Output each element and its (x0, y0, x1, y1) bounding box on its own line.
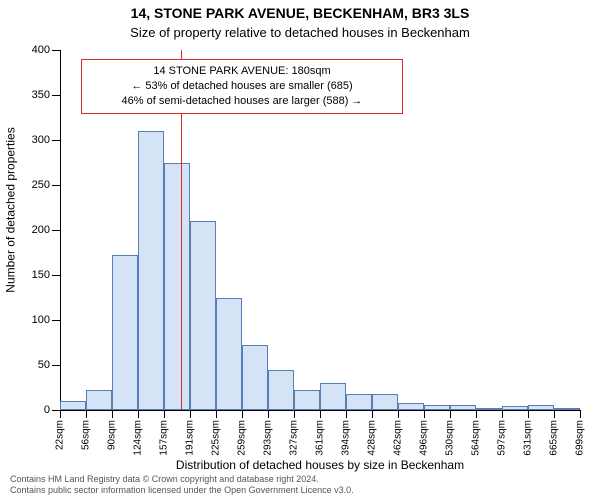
histogram-bar (320, 383, 346, 410)
y-tick (52, 275, 60, 276)
x-tick (580, 410, 581, 418)
histogram-bar (450, 405, 476, 410)
x-tick (138, 410, 139, 418)
histogram-bar (86, 390, 112, 410)
histogram-bar (138, 131, 164, 410)
x-tick-label: 394sqm (341, 420, 352, 456)
histogram-bar (294, 390, 320, 410)
x-tick (320, 410, 321, 418)
x-tick (294, 410, 295, 418)
x-tick-label: 259sqm (237, 420, 248, 456)
x-tick-label: 22sqm (55, 420, 66, 450)
chart-title-line1: 14, STONE PARK AVENUE, BECKENHAM, BR3 3L… (0, 5, 600, 21)
chart-title-line2: Size of property relative to detached ho… (0, 25, 600, 40)
annotation-line: 46% of semi-detached houses are larger (… (90, 94, 394, 109)
histogram-bar (346, 394, 372, 410)
x-tick-label: 157sqm (159, 420, 170, 456)
histogram-bar (216, 298, 242, 411)
histogram-bar (372, 394, 398, 410)
x-tick (60, 410, 61, 418)
annotation-box: 14 STONE PARK AVENUE: 180sqm← 53% of det… (81, 59, 403, 114)
footer-line1: Contains HM Land Registry data © Crown c… (10, 474, 590, 485)
x-tick-label: 564sqm (471, 420, 482, 456)
histogram-bar (502, 406, 528, 411)
x-tick (372, 410, 373, 418)
footer-attribution: Contains HM Land Registry data © Crown c… (10, 474, 590, 496)
y-tick (52, 365, 60, 366)
histogram-bar (112, 255, 138, 410)
histogram-bar (190, 221, 216, 410)
y-tick-label: 350 (32, 89, 50, 101)
x-tick-label: 361sqm (315, 420, 326, 456)
plot-area: 05010015020025030035040022sqm56sqm90sqm1… (60, 50, 580, 410)
y-axis-label: Number of detached properties (4, 0, 18, 420)
histogram-bar (554, 408, 580, 410)
histogram-bar (528, 405, 554, 410)
x-tick-label: 428sqm (367, 420, 378, 456)
x-tick-label: 631sqm (523, 420, 534, 456)
histogram-bar (242, 345, 268, 410)
x-tick (450, 410, 451, 418)
x-tick (502, 410, 503, 418)
x-tick-label: 327sqm (289, 420, 300, 456)
y-tick-label: 400 (32, 44, 50, 56)
y-tick-label: 300 (32, 134, 50, 146)
y-tick (52, 410, 60, 411)
histogram-bar (164, 163, 190, 411)
x-tick (528, 410, 529, 418)
y-tick-label: 0 (44, 404, 50, 416)
x-tick-label: 597sqm (497, 420, 508, 456)
histogram-bar (398, 403, 424, 410)
x-tick-label: 699sqm (575, 420, 586, 456)
y-tick-label: 50 (38, 359, 50, 371)
y-tick (52, 50, 60, 51)
x-tick (476, 410, 477, 418)
x-tick (424, 410, 425, 418)
x-tick (346, 410, 347, 418)
y-tick-label: 200 (32, 224, 50, 236)
annotation-line: ← 53% of detached houses are smaller (68… (90, 79, 394, 94)
y-tick (52, 230, 60, 231)
x-tick-label: 462sqm (393, 420, 404, 456)
footer-line2: Contains public sector information licen… (10, 485, 590, 496)
x-tick-label: 293sqm (263, 420, 274, 456)
y-tick (52, 95, 60, 96)
x-tick-label: 530sqm (445, 420, 456, 456)
x-tick-label: 90sqm (107, 420, 118, 450)
histogram-bar (268, 370, 294, 411)
x-tick (268, 410, 269, 418)
y-tick-label: 250 (32, 179, 50, 191)
x-tick (554, 410, 555, 418)
x-tick (242, 410, 243, 418)
y-tick (52, 140, 60, 141)
y-tick-label: 100 (32, 314, 50, 326)
x-tick-label: 665sqm (549, 420, 560, 456)
x-tick (164, 410, 165, 418)
x-tick (86, 410, 87, 418)
x-tick (398, 410, 399, 418)
histogram-bar (476, 408, 502, 410)
x-tick-label: 191sqm (185, 420, 196, 456)
histogram-bar (60, 401, 86, 410)
y-tick (52, 320, 60, 321)
x-tick-label: 124sqm (133, 420, 144, 456)
y-tick (52, 185, 60, 186)
y-tick-label: 150 (32, 269, 50, 281)
x-tick (112, 410, 113, 418)
chart-container: 14, STONE PARK AVENUE, BECKENHAM, BR3 3L… (0, 0, 600, 500)
annotation-line: 14 STONE PARK AVENUE: 180sqm (90, 64, 394, 79)
x-tick (216, 410, 217, 418)
x-tick-label: 496sqm (419, 420, 430, 456)
x-tick-label: 56sqm (81, 420, 92, 450)
x-tick-label: 225sqm (211, 420, 222, 456)
x-tick (190, 410, 191, 418)
x-axis-label: Distribution of detached houses by size … (60, 458, 580, 472)
histogram-bar (424, 405, 450, 410)
